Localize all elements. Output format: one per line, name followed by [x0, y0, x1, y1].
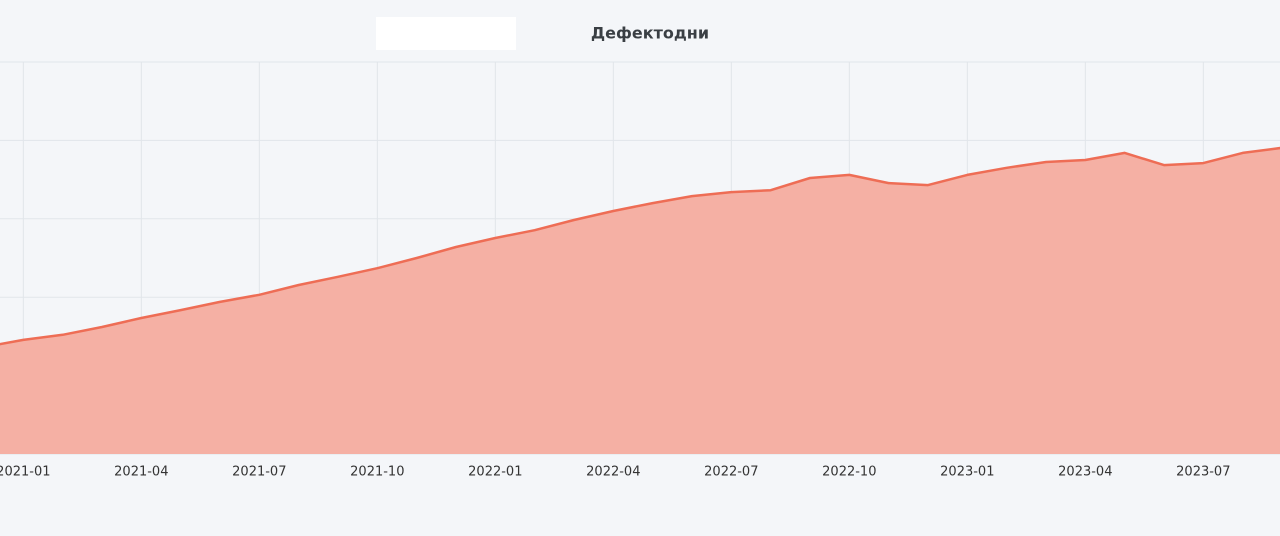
x-tick-label: 2021-07: [232, 465, 286, 480]
x-tick-label: 2023-07: [1176, 465, 1230, 480]
x-tick-label: 2022-07: [704, 465, 758, 480]
x-tick-label: 2023-04: [1058, 465, 1112, 480]
x-tick-label: 2021-01: [0, 465, 50, 480]
plot-area: [0, 146, 1280, 454]
x-tick-label: 2022-01: [468, 465, 522, 480]
x-tick-label: 2023-01: [940, 465, 994, 480]
area-fill: [0, 148, 1280, 454]
x-axis: 2021-01 2021-04 2021-07 2021-10 2022-01 2022-…: [0, 465, 1230, 480]
x-tick-label: 2022-10: [822, 465, 876, 480]
x-tick-label: 2021-10: [350, 465, 404, 480]
x-tick-label: 2022-04: [586, 465, 640, 480]
x-tick-label: 2021-04: [114, 465, 168, 480]
area-line: [0, 146, 1280, 346]
legend-box: [376, 17, 516, 50]
chart-title: Дефектодни: [591, 24, 709, 43]
